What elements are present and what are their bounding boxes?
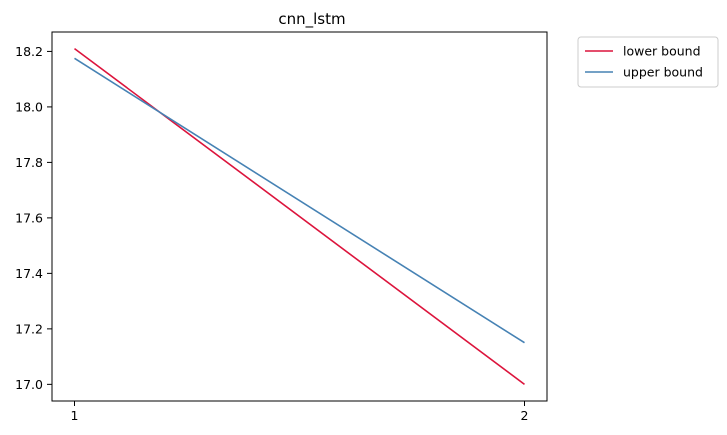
legend-box [577,36,719,88]
legend: lower bound upper bound [577,36,719,88]
y-tick-label: 17.2 [15,321,43,336]
y-tick-label: 17.6 [15,210,43,225]
legend-label-lower-bound: lower bound [623,44,701,59]
x-tick-label: 2 [521,408,529,423]
y-tick-label: 17.8 [15,155,43,170]
series-line-lower-bound [74,48,525,385]
chart-title: cnn_lstm [278,10,345,29]
y-tick-label: 17.0 [15,377,43,392]
legend-label-upper-bound: upper bound [623,65,703,80]
y-tick-label: 17.4 [15,266,43,281]
plot-area [51,31,548,402]
series-layer [74,48,525,385]
series-line-upper-bound [74,57,525,344]
y-tick-label: 18.2 [15,44,43,59]
y-axis: 17.0 17.2 17.4 17.6 17.8 18.0 18.2 [15,44,52,392]
x-tick-label: 1 [71,408,79,423]
y-tick-label: 18.0 [15,99,43,114]
